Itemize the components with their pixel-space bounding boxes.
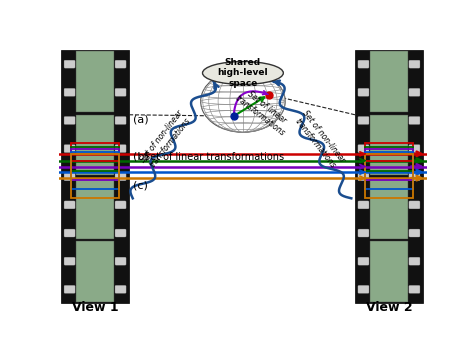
Bar	[365, 152, 413, 189]
FancyBboxPatch shape	[64, 201, 75, 209]
Bar	[370, 241, 408, 302]
FancyBboxPatch shape	[64, 229, 75, 237]
Bar	[365, 154, 413, 198]
Text: (c): (c)	[133, 181, 147, 191]
FancyBboxPatch shape	[358, 173, 369, 181]
Bar	[76, 115, 114, 175]
Bar	[370, 115, 408, 175]
FancyBboxPatch shape	[358, 257, 369, 265]
Bar	[76, 241, 114, 302]
FancyBboxPatch shape	[358, 145, 369, 153]
FancyBboxPatch shape	[115, 88, 126, 96]
Text: Set of non-linear
transformations: Set of non-linear transformations	[292, 109, 346, 171]
FancyBboxPatch shape	[115, 201, 126, 209]
FancyBboxPatch shape	[358, 229, 369, 237]
Bar	[355, 50, 423, 303]
Text: (b): (b)	[133, 152, 148, 162]
FancyBboxPatch shape	[409, 145, 420, 153]
FancyBboxPatch shape	[64, 173, 75, 181]
Text: Shared
high-level
space: Shared high-level space	[218, 58, 268, 88]
Text: (a): (a)	[133, 115, 148, 125]
Text: Set of non-linear
transformations: Set of non-linear transformations	[138, 109, 193, 171]
FancyBboxPatch shape	[358, 60, 369, 68]
Bar	[76, 51, 114, 112]
FancyBboxPatch shape	[409, 285, 420, 293]
Text: View 2: View 2	[365, 301, 412, 314]
Text: Set of linear
transformations: Set of linear transformations	[233, 85, 293, 138]
Bar	[76, 178, 114, 239]
FancyBboxPatch shape	[115, 285, 126, 293]
FancyBboxPatch shape	[115, 257, 126, 265]
FancyBboxPatch shape	[115, 173, 126, 181]
Bar	[71, 143, 119, 161]
FancyBboxPatch shape	[64, 88, 75, 96]
Bar	[365, 143, 413, 161]
FancyBboxPatch shape	[358, 117, 369, 125]
Bar	[61, 50, 129, 303]
Bar	[365, 147, 413, 170]
Bar	[370, 178, 408, 239]
FancyBboxPatch shape	[409, 201, 420, 209]
Bar	[71, 154, 119, 198]
FancyBboxPatch shape	[115, 60, 126, 68]
FancyBboxPatch shape	[64, 257, 75, 265]
FancyBboxPatch shape	[409, 173, 420, 181]
FancyBboxPatch shape	[64, 60, 75, 68]
Bar	[370, 51, 408, 112]
Bar	[365, 149, 413, 180]
Text: View 1: View 1	[72, 301, 118, 314]
FancyBboxPatch shape	[115, 117, 126, 125]
FancyBboxPatch shape	[409, 88, 420, 96]
Bar	[71, 152, 119, 189]
FancyBboxPatch shape	[358, 285, 369, 293]
FancyBboxPatch shape	[358, 201, 369, 209]
Bar	[71, 149, 119, 180]
FancyBboxPatch shape	[64, 117, 75, 125]
FancyBboxPatch shape	[115, 229, 126, 237]
FancyBboxPatch shape	[409, 229, 420, 237]
FancyBboxPatch shape	[409, 60, 420, 68]
FancyBboxPatch shape	[64, 145, 75, 153]
Bar	[71, 147, 119, 170]
Text: Set of linear transformations: Set of linear transformations	[144, 152, 284, 162]
FancyBboxPatch shape	[358, 88, 369, 96]
FancyBboxPatch shape	[115, 145, 126, 153]
FancyBboxPatch shape	[64, 285, 75, 293]
Ellipse shape	[202, 62, 283, 84]
Circle shape	[201, 70, 285, 132]
FancyBboxPatch shape	[409, 117, 420, 125]
FancyBboxPatch shape	[409, 257, 420, 265]
